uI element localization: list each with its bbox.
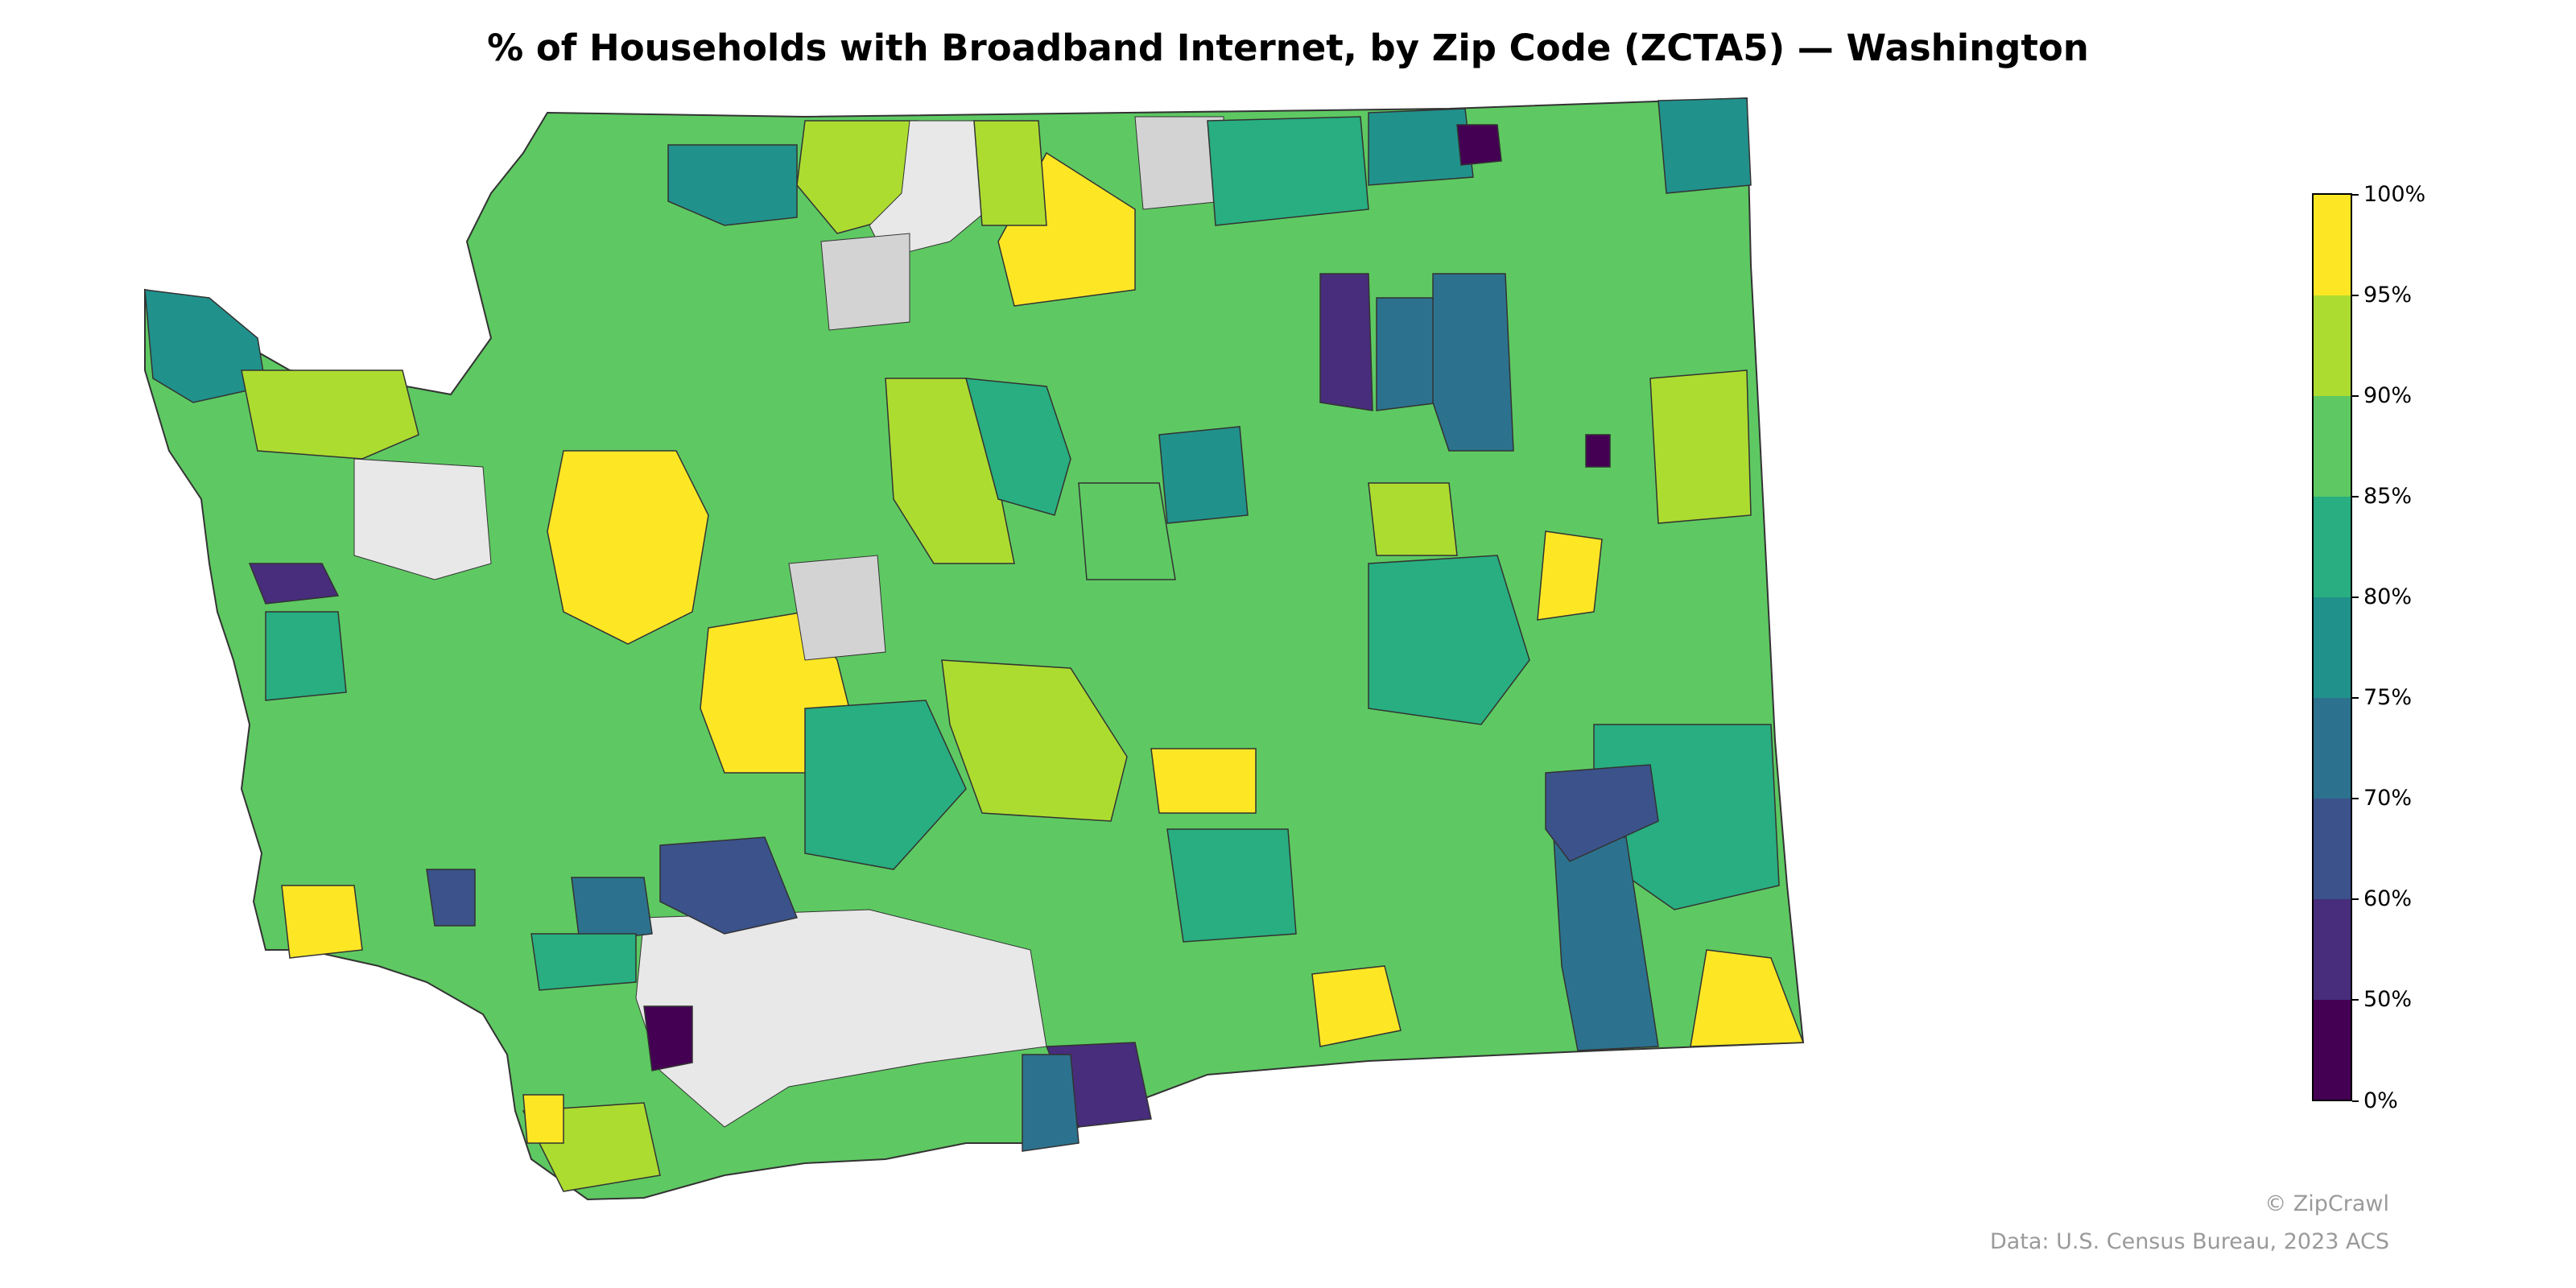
colorbar-tick-mark bbox=[2352, 798, 2359, 799]
region-grays-purple bbox=[248, 563, 340, 605]
colorbar-tick-label: 50% bbox=[2363, 987, 2413, 1012]
colorbar-bin-60 bbox=[2314, 799, 2351, 899]
region-douglas-green bbox=[1078, 482, 1176, 580]
region-columbia-yellow bbox=[1311, 965, 1402, 1047]
colorbar-tick-label: 95% bbox=[2363, 283, 2413, 308]
colorbar-bin-75 bbox=[2314, 597, 2351, 698]
data-source-credit: Data: U.S. Census Bureau, 2023 ACS bbox=[1989, 1229, 2389, 1254]
colorbar-tick-mark bbox=[2352, 295, 2359, 296]
region-wenatchee-teal bbox=[964, 378, 1071, 516]
colorbar-bin-0 bbox=[2314, 1000, 2351, 1100]
region-spokane-mix-yellow bbox=[1537, 530, 1603, 621]
region-puget-yellow bbox=[547, 450, 709, 645]
region-nodata-grey-mid bbox=[820, 233, 910, 331]
region-yakima-blue bbox=[659, 836, 799, 935]
colorbar-tick-mark bbox=[2352, 194, 2359, 196]
region-spokane-east-lime bbox=[1649, 369, 1752, 524]
colorbar bbox=[2312, 193, 2352, 1101]
colorbar-tick-label: 0% bbox=[2363, 1088, 2398, 1113]
region-okanogan-lime bbox=[973, 120, 1047, 226]
region-nodata-pierce bbox=[788, 555, 886, 661]
colorbar-bin-80 bbox=[2314, 497, 2351, 597]
region-lincoln-teal bbox=[1158, 426, 1249, 524]
colorbar-tick-mark bbox=[2352, 898, 2359, 900]
region-stevens-blue-2 bbox=[1432, 273, 1514, 452]
region-spokane-purple bbox=[1585, 434, 1611, 468]
colorbar-tick-mark bbox=[2352, 697, 2359, 699]
colorbar-bin-95 bbox=[2314, 195, 2351, 295]
region-northeast-teal bbox=[1368, 108, 1474, 186]
copyright-credit: © ZipCrawl bbox=[2264, 1191, 2389, 1216]
region-okanogan-teal bbox=[1207, 116, 1369, 226]
region-grays-teal bbox=[265, 611, 347, 701]
map-title: % of Households with Broadband Internet,… bbox=[487, 27, 2089, 69]
colorbar-bin-70 bbox=[2314, 698, 2351, 799]
region-east-teal bbox=[1368, 555, 1530, 725]
region-north-teal bbox=[667, 144, 798, 226]
region-lewis-teal bbox=[530, 933, 637, 991]
region-skamania-purple bbox=[643, 1005, 693, 1071]
region-adams-blue bbox=[1545, 764, 1659, 862]
region-klickitat-blue bbox=[1022, 1054, 1080, 1152]
region-northeast-teal-2 bbox=[1657, 97, 1752, 194]
region-nodata-olympic bbox=[353, 458, 492, 580]
colorbar-tick-label: 60% bbox=[2363, 886, 2413, 911]
colorbar-tick-label: 90% bbox=[2363, 383, 2413, 408]
region-asotin-yellow bbox=[1690, 949, 1805, 1047]
region-benton-yellow bbox=[1150, 748, 1257, 814]
colorbar-tick-mark bbox=[2352, 597, 2359, 598]
colorbar-bin-85 bbox=[2314, 396, 2351, 497]
colorbar-tick-label: 75% bbox=[2363, 685, 2413, 710]
colorbar-bin-50 bbox=[2314, 899, 2351, 1000]
region-ferry-purple bbox=[1319, 273, 1373, 411]
colorbar-tick-label: 70% bbox=[2363, 786, 2413, 811]
region-cowlitz-blue bbox=[426, 869, 476, 927]
region-stevens-blue bbox=[1376, 297, 1442, 411]
colorbar-tick-label: 100% bbox=[2363, 182, 2426, 207]
region-franklin-lime bbox=[1368, 482, 1458, 556]
region-olympic-lime bbox=[241, 369, 419, 460]
region-pacific-yellow bbox=[281, 885, 363, 959]
region-benton-teal bbox=[1166, 828, 1297, 943]
region-pend-purple bbox=[1456, 124, 1502, 166]
region-lewis-blue bbox=[571, 877, 653, 943]
colorbar-tick-mark bbox=[2352, 395, 2359, 397]
region-grant-teal bbox=[804, 700, 967, 870]
colorbar-tick-label: 85% bbox=[2363, 484, 2413, 509]
colorbar-tick-mark bbox=[2352, 999, 2359, 1001]
colorbar-bin-90 bbox=[2314, 295, 2351, 396]
region-clark-yellow bbox=[522, 1094, 564, 1144]
colorbar-tick-mark bbox=[2352, 1100, 2359, 1102]
colorbar-tick-mark bbox=[2352, 496, 2359, 497]
colorbar-tick-label: 80% bbox=[2363, 584, 2413, 609]
region-kittitas-lime bbox=[941, 659, 1128, 822]
